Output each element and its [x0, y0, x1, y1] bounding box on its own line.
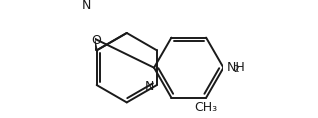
Text: CH₃: CH₃: [195, 101, 218, 114]
Text: N: N: [144, 80, 154, 93]
Text: NH: NH: [227, 61, 245, 74]
Text: O: O: [92, 34, 102, 47]
Text: N: N: [81, 0, 91, 12]
Text: 2: 2: [234, 65, 239, 74]
